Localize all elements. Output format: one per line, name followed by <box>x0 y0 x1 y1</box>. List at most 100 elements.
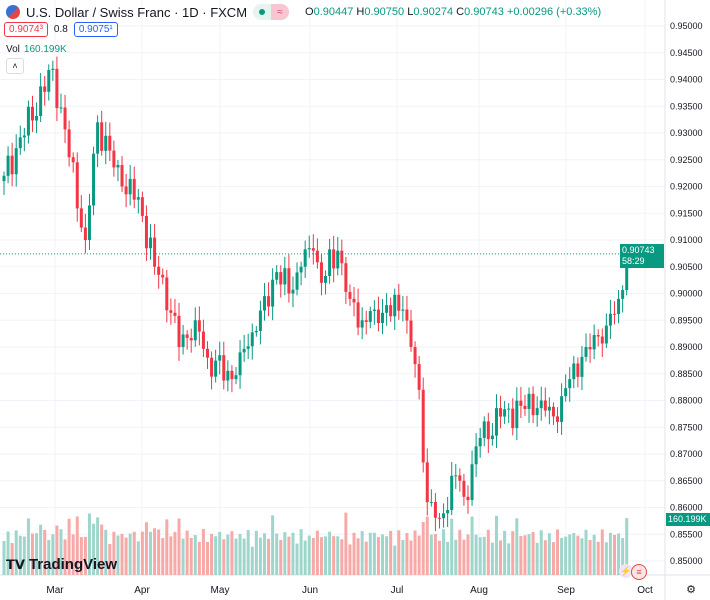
last-price-label: 0.90743 58:29 <box>620 244 664 268</box>
lightning-event-icon[interactable]: ⚡ <box>619 564 633 578</box>
volume-bar <box>580 538 584 575</box>
volume-bar <box>535 542 539 575</box>
candle-body <box>588 347 592 350</box>
volume-bar <box>466 534 470 575</box>
candle-body <box>47 69 51 92</box>
candle-body <box>55 68 59 109</box>
candle-body <box>466 496 470 501</box>
symbol-title[interactable]: U.S. Dollar / Swiss Franc · 1D · FXCM <box>26 4 248 20</box>
volume-bar <box>63 539 67 575</box>
ohlc-values: O0.90447 H0.90750 L0.90274 C0.90743 +0.0… <box>305 6 602 18</box>
candle-body <box>303 249 307 267</box>
candle-body <box>307 248 311 250</box>
volume-bar <box>450 518 454 575</box>
volume-bar <box>478 537 482 575</box>
volume-bar <box>572 533 576 575</box>
candle-body <box>486 421 490 440</box>
candle-body <box>580 356 584 377</box>
volume-bar <box>319 537 323 575</box>
y-tick-label: 0.86500 <box>670 476 703 486</box>
candle-body <box>193 320 197 341</box>
buy-button[interactable]: 0.9075¹ <box>73 22 118 37</box>
candle-body <box>299 266 303 273</box>
candle-body <box>185 334 189 338</box>
volume-bar <box>79 537 83 575</box>
candle-body <box>214 360 218 377</box>
y-tick-label: 0.88500 <box>670 369 703 379</box>
candle-body <box>283 268 287 285</box>
candle-body <box>87 205 91 240</box>
volume-bar <box>421 522 425 575</box>
candle-body <box>132 178 136 200</box>
volume-bar <box>71 534 75 575</box>
volume-bar <box>433 533 437 575</box>
y-tick-label: 0.91500 <box>670 208 703 218</box>
volume-bar <box>271 515 275 575</box>
y-tick-label: 0.86000 <box>670 503 703 513</box>
volume-bar <box>161 538 165 575</box>
candle-body <box>523 405 527 409</box>
candle-body <box>173 312 177 316</box>
volume-bar <box>486 529 490 575</box>
collapse-button[interactable]: ˄ <box>6 58 24 74</box>
volume-bar <box>26 518 30 575</box>
sell-button[interactable]: 0.9074³ <box>4 22 48 37</box>
volume-bar <box>10 543 14 575</box>
volume-bar <box>372 532 376 575</box>
volume-bar <box>242 538 246 575</box>
settings-icon[interactable]: ⚙ <box>686 584 696 596</box>
candle-body <box>547 406 551 411</box>
market-open-icon <box>253 4 271 20</box>
tv-logo-icon: 𝗧𝗩 <box>6 556 25 572</box>
volume-bar <box>523 535 527 575</box>
candle-body <box>389 305 393 317</box>
tradingview-logo[interactable]: 𝗧𝗩 TradingView <box>6 556 118 573</box>
volume-bar <box>189 537 193 575</box>
candle-body <box>376 309 380 324</box>
volume-bar <box>128 533 132 575</box>
volume-bar <box>136 541 140 575</box>
candle-body <box>161 274 165 278</box>
candle-body <box>360 320 364 328</box>
volume-bar <box>613 534 616 575</box>
volume-bar <box>511 531 515 575</box>
candle-body <box>478 437 482 447</box>
volume-bar <box>75 516 79 575</box>
volume-bar <box>197 541 201 575</box>
volume-label: Vol <box>6 44 20 55</box>
volume-bar <box>393 545 397 575</box>
candle-body <box>271 279 275 307</box>
volume-bar <box>446 541 450 575</box>
market-status[interactable]: ≈ <box>253 4 290 20</box>
volume-bar <box>55 525 59 575</box>
candle-body <box>254 330 258 333</box>
candle-body <box>43 86 47 92</box>
volume-bar <box>454 539 458 575</box>
volume-bar <box>96 517 100 575</box>
volume-bar <box>527 534 531 575</box>
volume-bar <box>425 516 429 575</box>
volume-bar <box>283 532 287 575</box>
candle-body <box>576 363 580 377</box>
us-flag-event-icon[interactable]: ≡ <box>631 564 647 580</box>
x-tick-label: Jul <box>391 585 404 596</box>
candle-body <box>140 197 144 216</box>
volume-bar <box>389 530 393 575</box>
candle-body <box>543 400 547 411</box>
candle-body <box>515 400 519 429</box>
candle-body <box>14 148 18 175</box>
volume-bar <box>556 529 560 575</box>
volume-bar <box>625 518 629 575</box>
volume-bar <box>368 532 372 575</box>
candle-body <box>531 393 535 416</box>
volume-bar <box>262 533 266 575</box>
volume-bar <box>185 530 189 575</box>
candle-body <box>83 227 87 240</box>
candle-body <box>385 305 389 313</box>
volume-bar <box>507 543 511 575</box>
volume-bar <box>348 544 352 575</box>
candle-body <box>59 107 63 109</box>
volume-bar <box>246 530 250 575</box>
candle-body <box>26 106 30 136</box>
